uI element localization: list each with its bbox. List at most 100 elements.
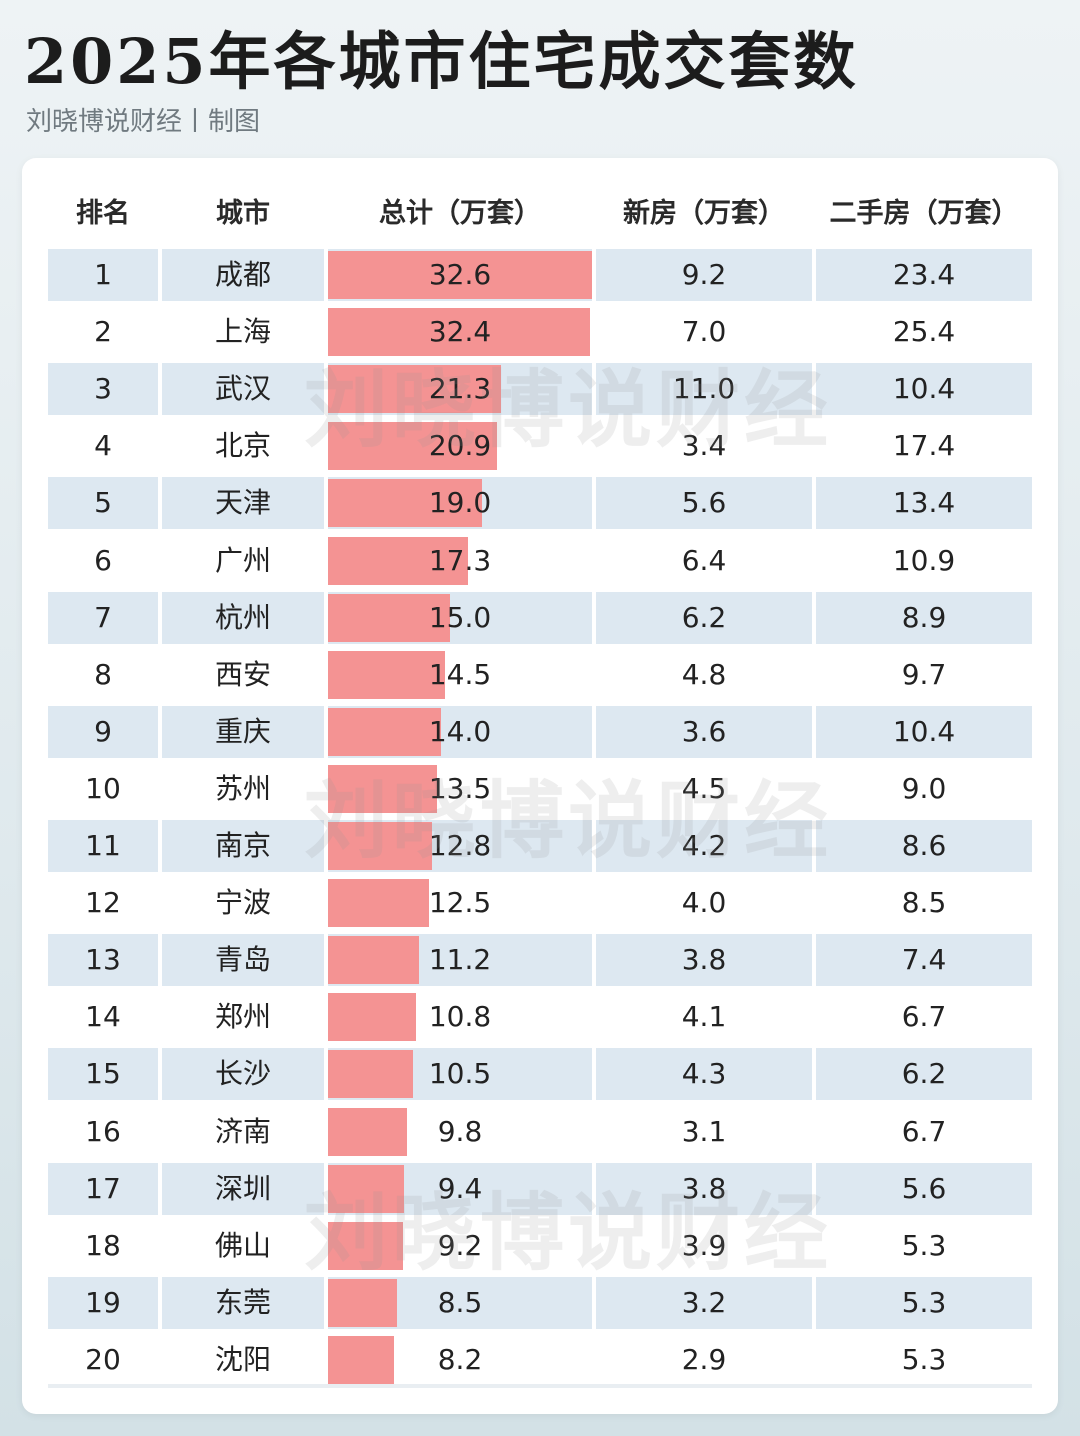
column-separator — [812, 1276, 816, 1329]
column-separator — [592, 877, 596, 930]
rank-cell: 6 — [94, 543, 112, 577]
total-bar — [328, 1164, 405, 1213]
table-row: 4 北京 20.9 3.4 17.4 — [48, 420, 1032, 473]
second-hand-cell: 25.4 — [892, 315, 956, 349]
total-cell: 12.5 — [428, 886, 492, 920]
total-bar — [328, 650, 446, 699]
column-separator — [158, 363, 162, 416]
column-separator — [158, 249, 162, 301]
table-row: 3 武汉 21.3 11.0 10.4 — [48, 363, 1032, 416]
second-hand-cell: 6.7 — [901, 1114, 947, 1148]
city-cell: 佛山 — [214, 1228, 271, 1262]
second-hand-cell: 10.4 — [892, 372, 956, 406]
table-row: 20 沈阳 8.2 2.9 5.3 — [48, 1333, 1032, 1386]
rank-cell: 1 — [94, 258, 112, 291]
table-header: 排名 城市 总计（万套） 新房（万套） 二手房（万套） — [22, 188, 1058, 240]
column-separator — [592, 420, 596, 473]
new-house-cell: 6.2 — [681, 600, 727, 634]
column-separator — [812, 1219, 816, 1272]
rank-cell: 3 — [94, 372, 112, 406]
column-separator — [812, 1105, 816, 1158]
total-cell: 20.9 — [428, 429, 492, 463]
table-card: 排名 城市 总计（万套） 新房（万套） 二手房（万套） 1 成都 32.6 9.2 23… — [22, 158, 1058, 1414]
total-cell: 9.8 — [437, 1114, 483, 1148]
column-separator — [324, 534, 328, 587]
new-house-cell: 4.8 — [681, 657, 727, 691]
column-separator — [812, 762, 816, 815]
city-cell: 沈阳 — [214, 1342, 271, 1376]
total-cell: 8.2 — [437, 1342, 483, 1376]
total-cell: 21.3 — [428, 372, 492, 406]
second-hand-cell: 9.0 — [901, 771, 947, 805]
column-separator — [592, 820, 596, 872]
column-separator — [592, 762, 596, 815]
city-cell: 广州 — [214, 543, 271, 577]
column-separator — [158, 1105, 162, 1158]
column-separator — [324, 648, 328, 701]
second-hand-cell: 5.3 — [901, 1285, 947, 1319]
city-cell: 深圳 — [214, 1171, 271, 1205]
total-bar — [328, 1278, 397, 1327]
total-cell: 10.5 — [428, 1057, 492, 1091]
total-cell: 8.5 — [437, 1285, 483, 1319]
column-separator — [324, 1048, 328, 1101]
table-row: 11 南京 12.8 4.2 8.6 — [48, 820, 1032, 872]
total-bar — [328, 1221, 403, 1270]
new-house-cell: 3.8 — [681, 943, 727, 977]
column-separator — [158, 306, 162, 359]
total-cell: 17.3 — [428, 543, 492, 577]
header-rank: 排名 — [76, 198, 130, 229]
total-cell: 32.6 — [428, 258, 492, 291]
header-second: 二手房（万套） — [829, 198, 1019, 229]
city-cell: 济南 — [214, 1114, 271, 1148]
city-cell: 天津 — [214, 486, 271, 520]
column-separator — [592, 249, 596, 301]
rank-cell: 14 — [85, 1000, 121, 1034]
total-bar — [328, 251, 592, 299]
table-row: 12 宁波 12.5 4.0 8.5 — [48, 877, 1032, 930]
column-separator — [812, 877, 816, 930]
city-cell: 上海 — [214, 315, 271, 349]
city-cell: 宁波 — [214, 886, 271, 920]
table-row: 13 青岛 11.2 3.8 7.4 — [48, 934, 1032, 987]
new-house-cell: 4.0 — [681, 886, 727, 920]
city-cell: 南京 — [214, 829, 271, 862]
column-separator — [158, 1162, 162, 1215]
column-separator — [592, 534, 596, 587]
column-separator — [158, 648, 162, 701]
column-separator — [158, 534, 162, 587]
column-separator — [592, 991, 596, 1044]
new-house-cell: 6.4 — [681, 543, 727, 577]
new-house-cell: 2.9 — [681, 1342, 727, 1376]
total-cell: 13.5 — [428, 771, 492, 805]
new-house-cell: 3.9 — [681, 1228, 727, 1262]
total-bar — [328, 1335, 395, 1384]
column-separator — [812, 705, 816, 758]
column-separator — [324, 934, 328, 987]
total-bar — [328, 536, 469, 585]
city-cell: 东莞 — [214, 1285, 271, 1319]
table-bottom-border — [48, 1384, 1032, 1388]
table-row: 5 天津 19.0 5.6 13.4 — [48, 477, 1032, 530]
header-city: 城市 — [216, 198, 270, 229]
second-hand-cell: 8.5 — [901, 886, 947, 920]
column-separator — [324, 591, 328, 644]
column-separator — [158, 420, 162, 473]
column-separator — [812, 1333, 816, 1386]
total-bar — [328, 879, 430, 928]
column-separator — [592, 648, 596, 701]
column-separator — [592, 934, 596, 987]
total-cell: 9.4 — [437, 1171, 483, 1205]
city-cell: 武汉 — [214, 372, 271, 406]
table-row: 8 西安 14.5 4.8 9.7 — [48, 648, 1032, 701]
new-house-cell: 4.3 — [681, 1057, 727, 1091]
second-hand-cell: 8.9 — [901, 600, 947, 634]
rank-cell: 10 — [85, 771, 121, 805]
second-hand-cell: 17.4 — [892, 429, 956, 463]
rank-cell: 12 — [85, 886, 121, 920]
column-separator — [324, 363, 328, 416]
total-bar — [328, 365, 501, 414]
column-separator — [592, 1105, 596, 1158]
total-bar — [328, 593, 450, 642]
column-separator — [324, 1276, 328, 1329]
